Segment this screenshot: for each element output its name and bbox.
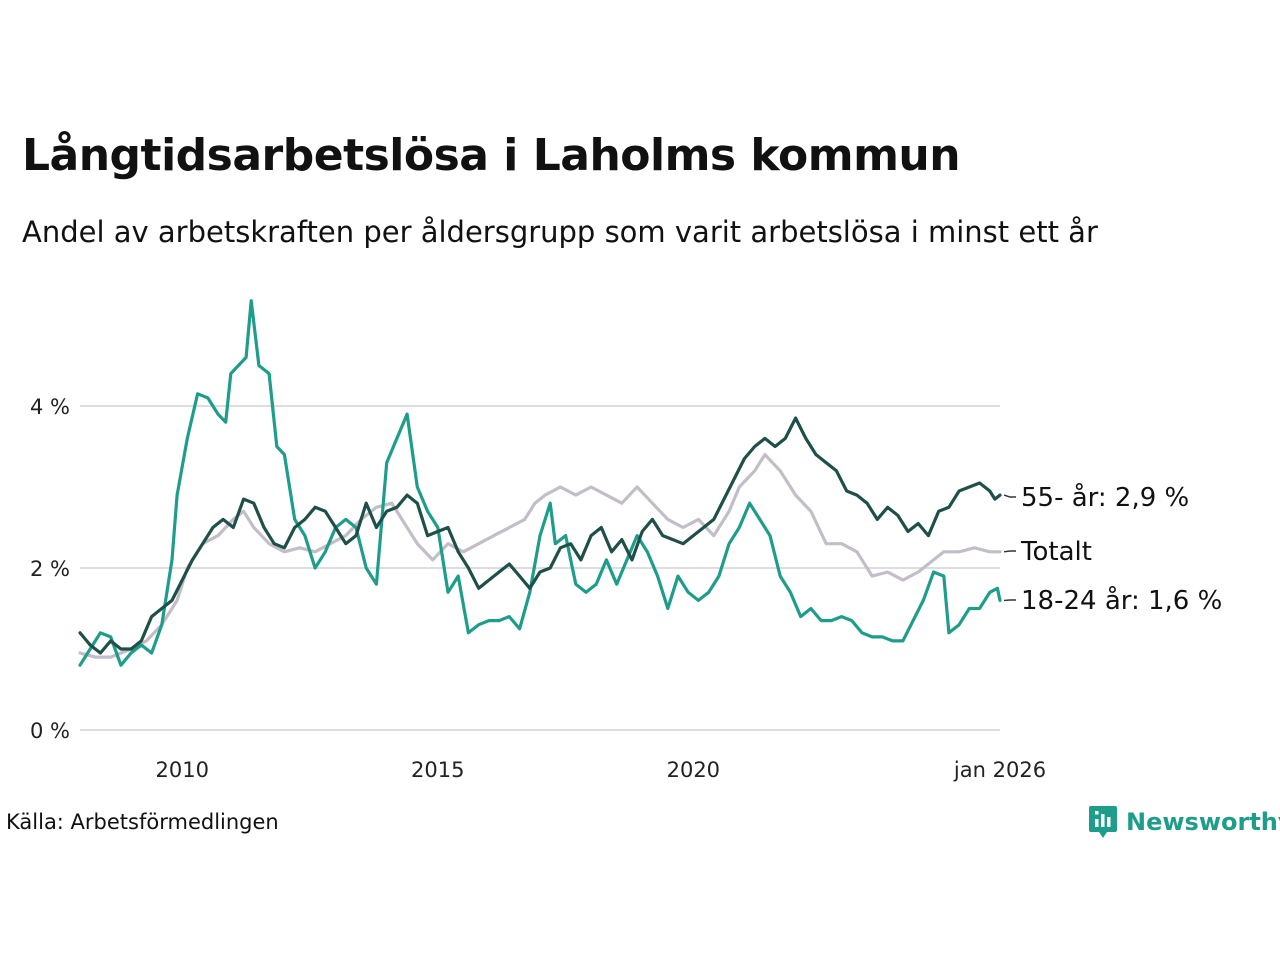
y-tick-label-2: 4 % [30,395,70,419]
series-line-age18_24 [78,299,1002,667]
chart-title: Långtidsarbetslösa i Laholms kommun [22,130,961,181]
end-label-age18_24: 18-24 år: 1,6 % [1021,585,1222,616]
newsworthy-logo-icon [1089,806,1117,838]
chart-subtitle: Andel av arbetskraften per åldersgrupp s… [22,215,1098,249]
end-label-total: Totalt [1020,537,1092,567]
series-layer [78,299,1002,667]
x-tick-label-3: jan 2026 [953,758,1046,782]
source-note: Källa: Arbetsförmedlingen [6,810,279,834]
end-label-leader-total [1003,550,1016,553]
x-tick-label-1: 2015 [411,758,464,782]
end-label-leader-age55 [1003,494,1016,498]
x-tick-label-0: 2010 [155,758,208,782]
brand-name: Newsworthy [1126,808,1280,836]
brand-logo: Newsworthy [1088,802,1280,842]
y-axis: 0 % 2 % 4 % [30,395,70,743]
y-tick-label-1: 2 % [30,557,70,581]
y-tick-label-0: 0 % [30,719,70,743]
grid-layer [80,405,1000,731]
end-label-age55: 55- år: 2,9 % [1021,482,1189,513]
series-line-total [78,453,1002,659]
series-line-age55 [78,416,1002,655]
x-axis: 2010 2015 2020 jan 2026 [155,758,1046,782]
x-tick-label-2: 2020 [667,758,720,782]
end-labels: Totalt 18-24 år: 1,6 % 55- år: 2,9 % [1003,482,1222,616]
